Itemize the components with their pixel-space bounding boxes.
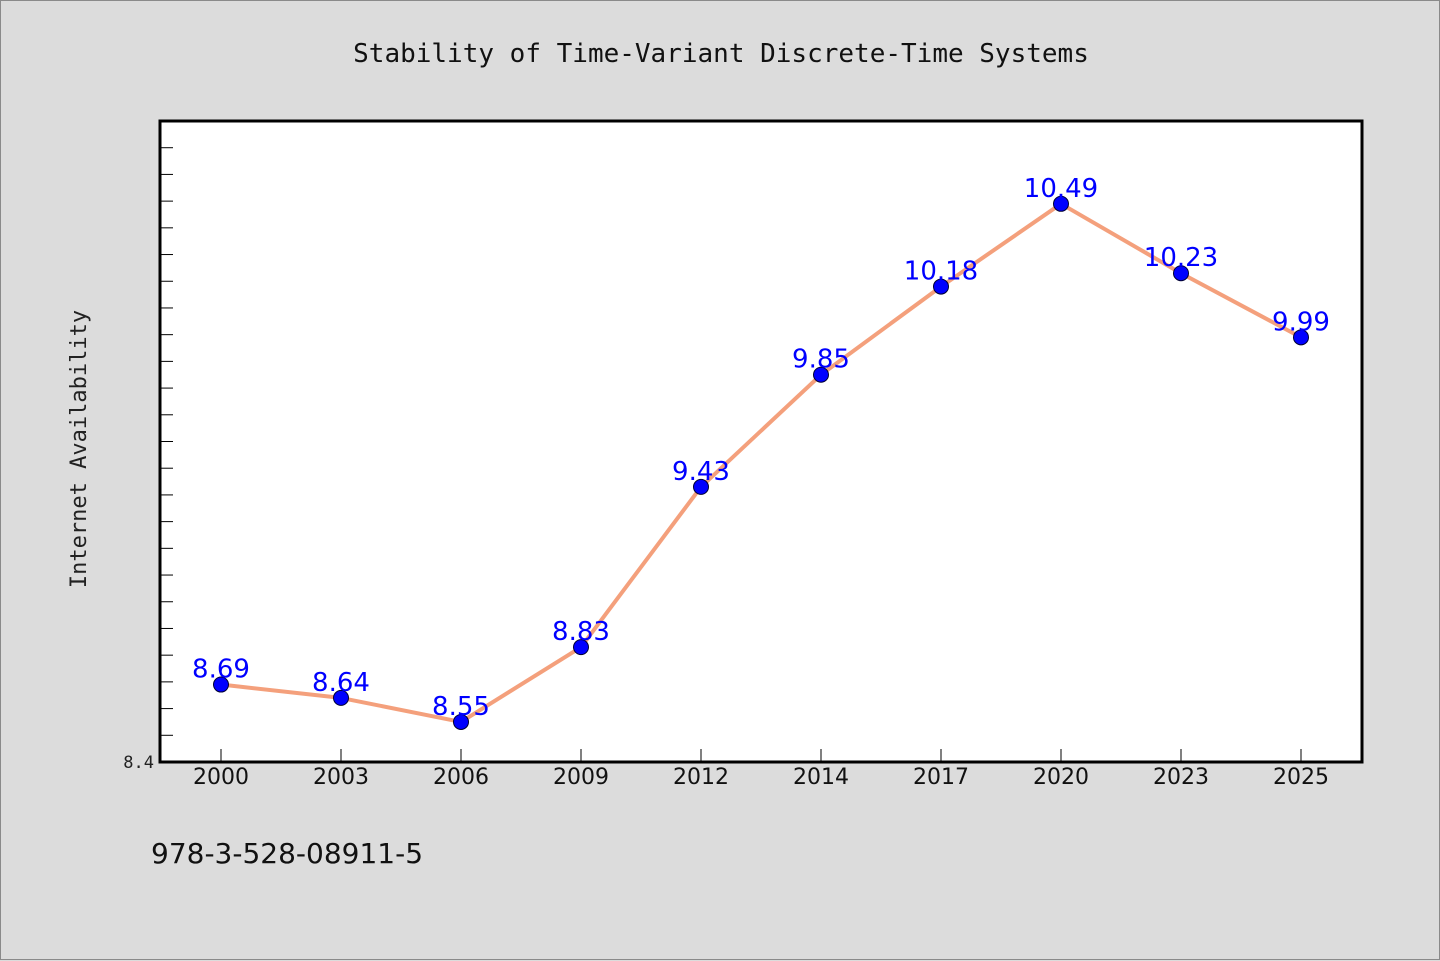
data-label: 8.83 xyxy=(552,617,610,647)
data-point-marker xyxy=(573,639,589,656)
data-labels: 8.69 8.64 8.55 8.83 9.43 9.85 10.18 10.49 10.23 9… xyxy=(192,174,1330,722)
data-label: 8.55 xyxy=(432,692,490,722)
data-point-marker xyxy=(1053,195,1069,212)
data-label: 8.64 xyxy=(312,668,370,698)
data-label: 10.18 xyxy=(904,257,978,287)
data-label: 10.49 xyxy=(1024,174,1098,204)
series-line-group xyxy=(219,201,1303,724)
x-axis-tick-labels: 2000 2003 2006 2009 2012 2014 2017 2020 2023 2025 xyxy=(193,765,1329,790)
data-point-marker xyxy=(333,689,349,706)
data-point-marker xyxy=(693,478,709,495)
x-tick-label: 2020 xyxy=(1033,765,1089,790)
chart-title: Stability of Time-Variant Discrete-Time … xyxy=(353,39,1089,69)
data-label: 9.85 xyxy=(792,345,850,375)
x-tick-label: 2017 xyxy=(913,765,969,790)
series-line xyxy=(219,201,1303,724)
x-tick-label: 2014 xyxy=(793,765,849,790)
data-point-marker xyxy=(453,713,469,730)
x-tick-label: 2009 xyxy=(553,765,609,790)
x-tick-label: 2006 xyxy=(433,765,489,790)
data-point-marker xyxy=(813,366,829,383)
x-tick-label: 2023 xyxy=(1153,765,1209,790)
x-tick-label: 2025 xyxy=(1273,765,1329,790)
data-point-marker xyxy=(213,676,229,693)
series-markers xyxy=(213,195,1309,730)
data-label: 10.23 xyxy=(1144,243,1218,273)
data-point-marker xyxy=(1173,265,1189,282)
y-tick-label-min: 8.4 xyxy=(123,753,154,773)
x-tick-label: 2000 xyxy=(193,765,249,790)
isbn-footer: 978-3-528-08911-5 xyxy=(151,837,423,870)
plot-area xyxy=(158,119,1364,764)
x-tick-label: 2012 xyxy=(673,765,729,790)
data-label: 9.99 xyxy=(1272,307,1330,337)
x-tick-label: 2003 xyxy=(313,765,369,790)
x-axis-ticks xyxy=(220,749,1302,762)
data-point-marker xyxy=(933,278,949,295)
data-label: 9.43 xyxy=(672,457,730,487)
data-point-marker xyxy=(1293,329,1309,346)
y-axis-ticks xyxy=(160,147,173,763)
data-label: 8.69 xyxy=(192,655,250,685)
y-axis-label: Internet Availability xyxy=(67,310,92,588)
